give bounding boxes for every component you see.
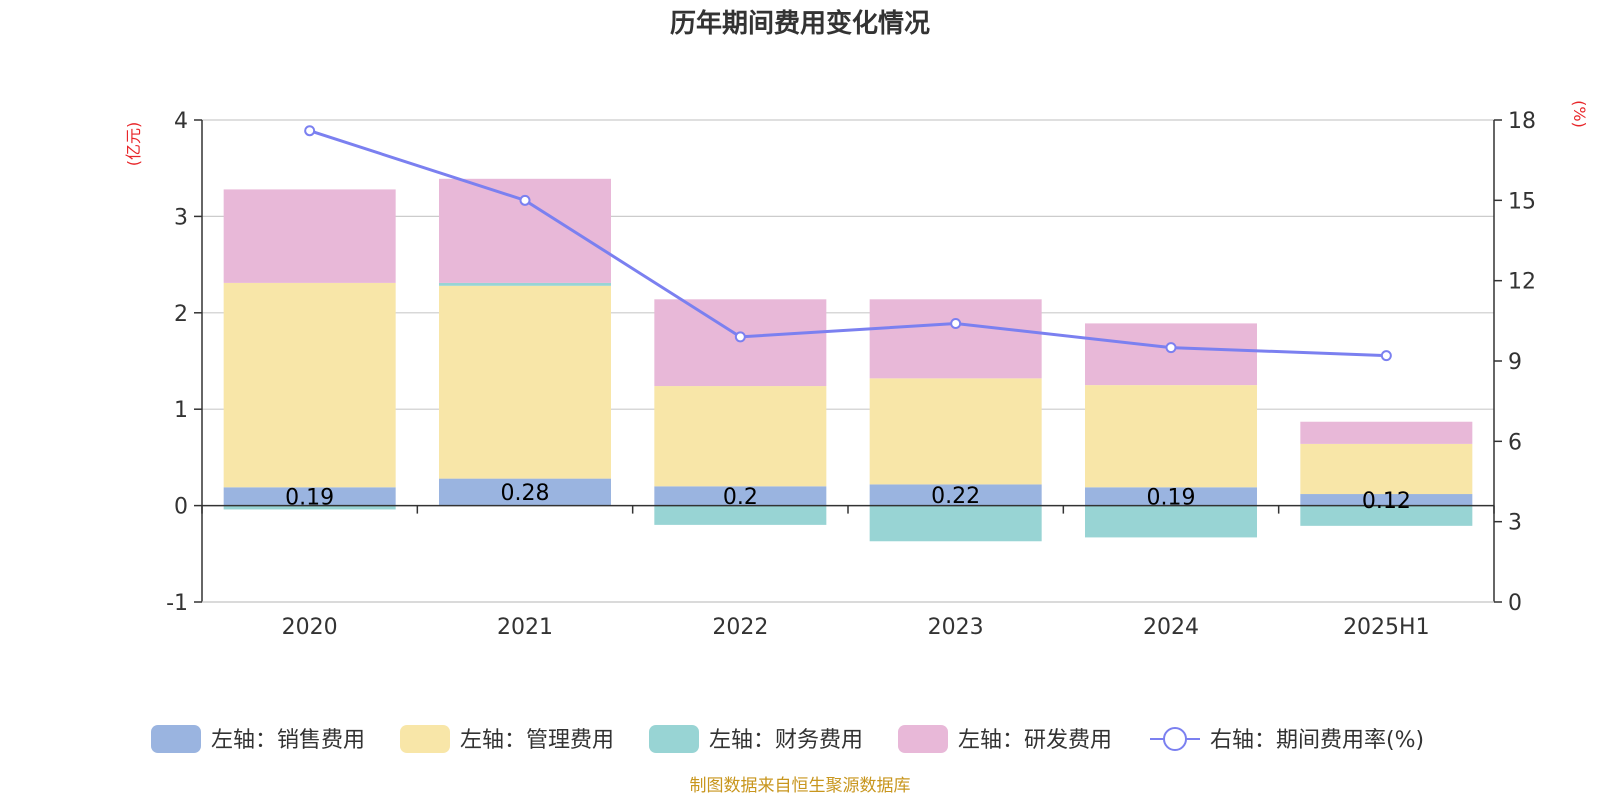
bar-series0-2024: [1085, 487, 1257, 506]
right-tick-label: 15: [1508, 189, 1536, 214]
legend-swatch: [898, 725, 948, 753]
sales-data-label: 0.22: [931, 484, 980, 509]
legend-label: 左轴：销售费用: [211, 728, 365, 753]
bar-series0-2023: [869, 484, 1042, 506]
legend-label: 左轴：财务费用: [709, 728, 863, 753]
rate-point-2024: [1165, 342, 1177, 354]
bar-series0-2022: [654, 486, 827, 506]
sales-data-label: 0.19: [1147, 485, 1196, 510]
legend-marker: [1163, 727, 1187, 751]
bar-series1-2020: [223, 282, 396, 488]
x-tick-label: 2024: [1143, 615, 1199, 640]
bar-series3-2021: [439, 178, 611, 283]
rate-point-2020: [304, 125, 316, 137]
x-tick-label: 2023: [928, 615, 984, 640]
rate-line: [309, 129, 1387, 358]
bar-series3-2024: [1085, 323, 1257, 386]
rate-line-series: [304, 125, 1392, 362]
left-tick-label: -1: [166, 591, 188, 616]
left-tick-label: 2: [174, 302, 188, 327]
bar-series2-2020: [223, 505, 396, 510]
sales-data-label: 0.19: [285, 485, 334, 510]
rate-point-2025H1: [1380, 350, 1392, 362]
data-labels: 0.19 0.28 0.2 0.22 0.19 0.12: [285, 481, 1411, 514]
bar-series1-2021: [439, 285, 611, 479]
right-tick-label: 12: [1508, 270, 1536, 295]
left-tick-label: 4: [174, 109, 188, 134]
bar-series0-2025H1: [1300, 494, 1473, 506]
bar-series2-2022: [654, 505, 827, 525]
gridlines: [202, 119, 1494, 603]
bar-series0-2021: [439, 478, 611, 506]
right-tick-label: 6: [1508, 430, 1522, 455]
legend-swatch: [400, 725, 450, 753]
source-note: 制图数据来自恒生聚源数据库: [690, 776, 911, 796]
left-axis-unit: (亿元): [124, 122, 143, 167]
rate-point-2022: [734, 331, 746, 343]
legend-label: 左轴：管理费用: [460, 728, 614, 753]
x-tick-label: 2020: [282, 615, 338, 640]
right-axis-unit: (%): [1570, 100, 1589, 128]
sales-data-label: 0.2: [723, 485, 758, 510]
right-tick-label: 18: [1508, 109, 1536, 134]
x-tick-label: 2021: [497, 615, 553, 640]
legend-label: 右轴：期间费用率(%): [1210, 728, 1424, 753]
right-tick-label: 0: [1508, 591, 1522, 616]
right-tick-label: 9: [1508, 350, 1522, 375]
bar-series0-2020: [223, 487, 396, 506]
bar-series3-2020: [223, 189, 396, 283]
bar-series2-2023: [869, 505, 1042, 542]
x-tick-label: 2022: [712, 615, 768, 640]
legend: 左轴：销售费用 左轴：管理费用 左轴：财务费用 左轴：研发费用 右轴：期间费用率(%): [151, 725, 1424, 753]
legend-swatch: [151, 725, 201, 753]
chart-title: 历年期间费用变化情况: [670, 8, 930, 39]
rate-point-2023: [950, 318, 962, 330]
sales-data-label: 0.28: [501, 481, 550, 506]
legend-label: 左轴：研发费用: [958, 728, 1112, 753]
left-tick-label: 1: [174, 398, 188, 423]
bar-series3-2023: [869, 299, 1042, 379]
left-tick-label: 0: [174, 495, 188, 520]
bars: [223, 178, 1473, 542]
x-tick-label: 2025H1: [1343, 615, 1430, 640]
bar-series2-2021: [439, 282, 611, 286]
bar-series1-2022: [654, 386, 827, 487]
sales-data-label: 0.12: [1362, 489, 1411, 514]
bar-series1-2025H1: [1300, 443, 1473, 495]
right-tick-label: 3: [1508, 511, 1522, 536]
bar-series3-2022: [654, 299, 827, 387]
bar-series3-2025H1: [1300, 421, 1473, 444]
rate-point-2021: [519, 194, 531, 206]
legend-swatch: [649, 725, 699, 753]
bar-series2-2024: [1085, 505, 1257, 538]
bar-series1-2023: [869, 378, 1042, 485]
left-tick-label: 3: [174, 205, 188, 230]
bar-series1-2024: [1085, 385, 1257, 488]
bar-series2-2025H1: [1300, 505, 1473, 526]
